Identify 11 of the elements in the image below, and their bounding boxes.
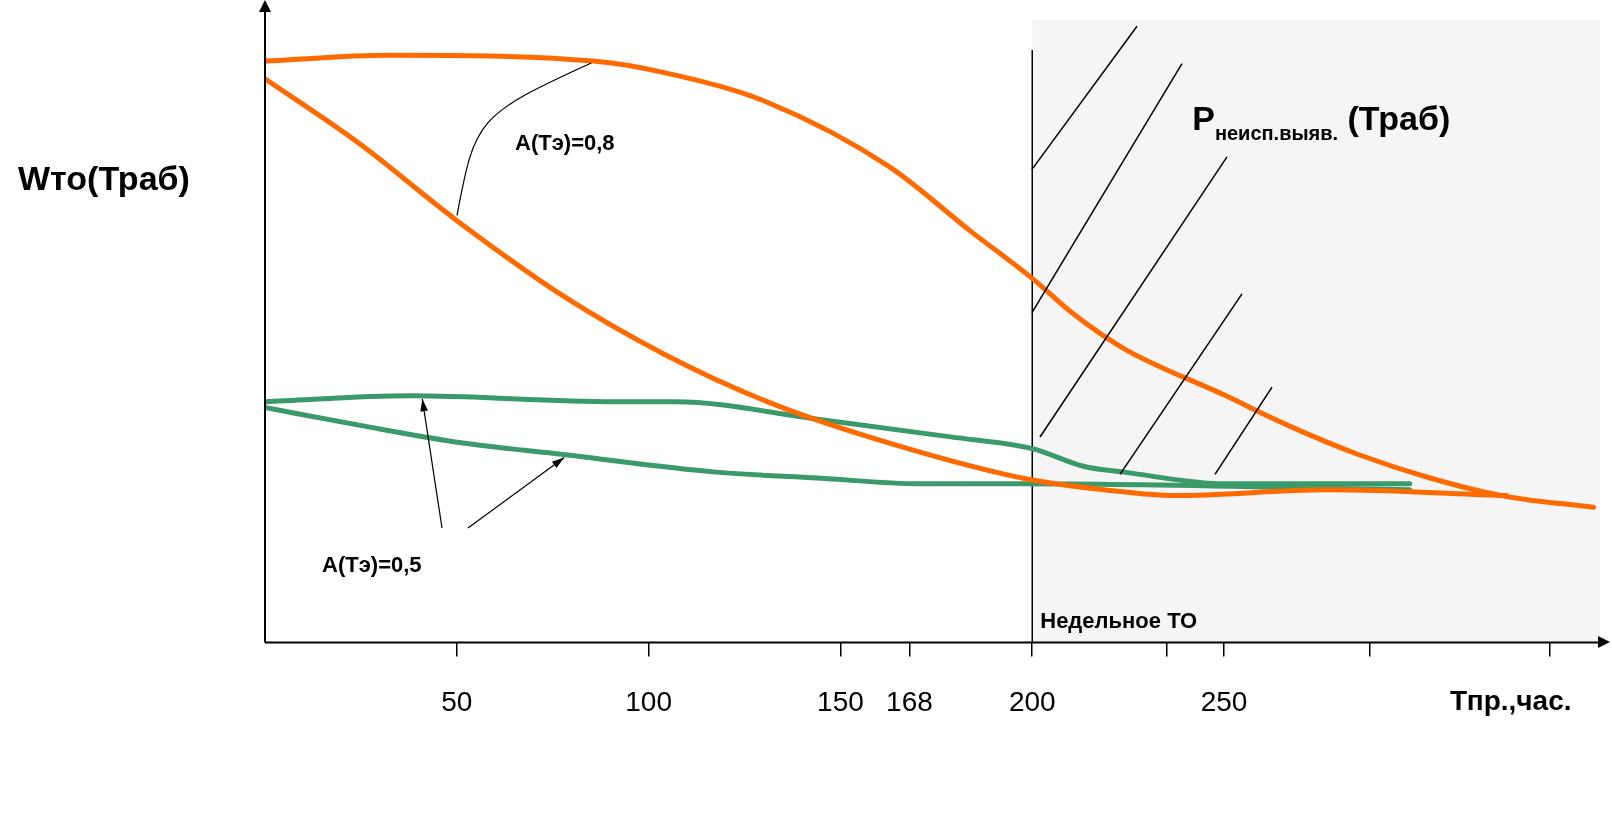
- ref-line-label: Недельное ТО: [1040, 608, 1198, 634]
- x-axis-title: Тпр.,час.: [1450, 685, 1572, 717]
- x-tick-label: 168: [886, 685, 933, 717]
- annotation: A(Тэ)=0,5: [322, 552, 422, 577]
- x-tick-label: 200: [1008, 685, 1056, 717]
- y-axis-title: Wто(Траб): [18, 159, 190, 197]
- annotation: A(Тэ)=0,8: [515, 130, 615, 155]
- x-tick-label: 250: [1200, 685, 1248, 717]
- x-tick-label: 100: [625, 685, 672, 717]
- x-tick-label: 50: [441, 685, 473, 717]
- x-tick-label: 150: [817, 685, 864, 717]
